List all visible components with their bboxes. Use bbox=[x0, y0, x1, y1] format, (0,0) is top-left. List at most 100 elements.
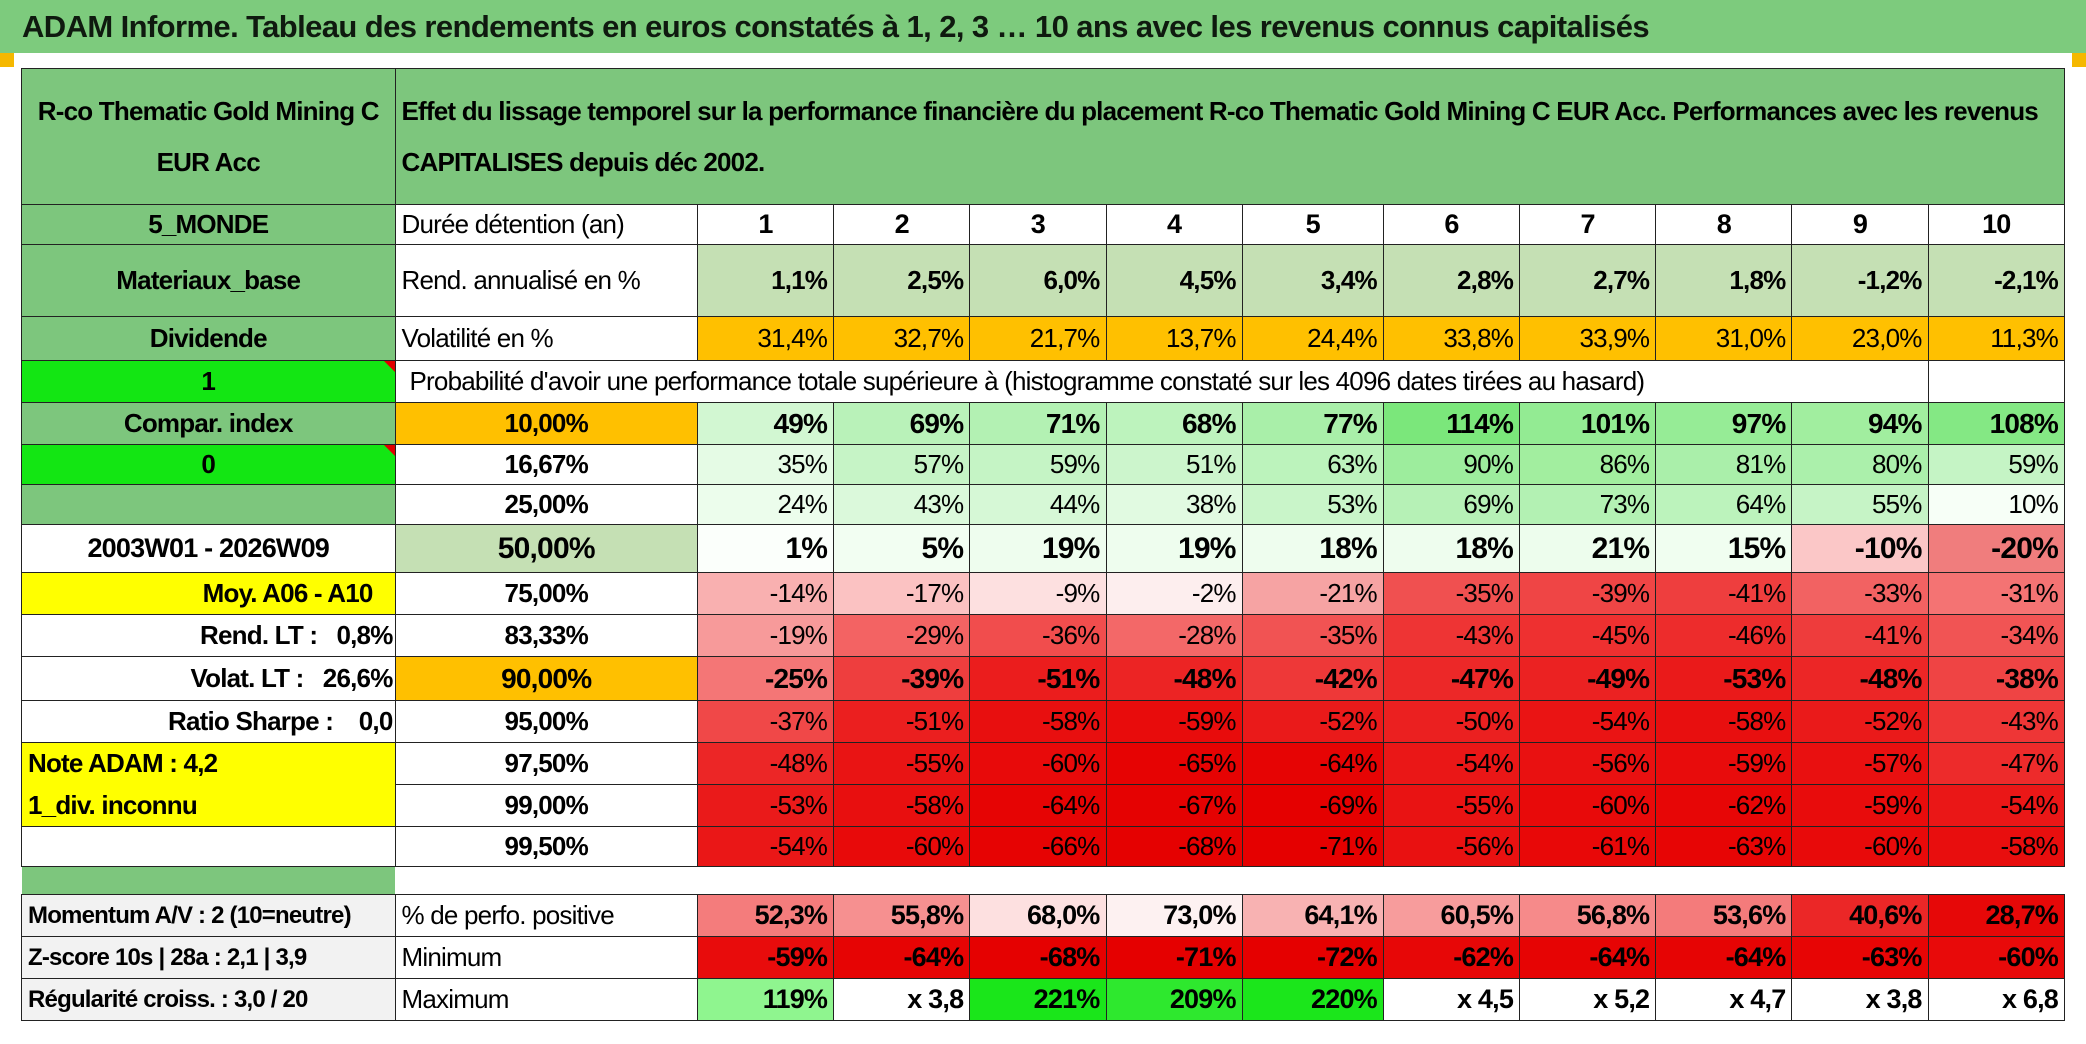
percentile-threshold: 83,33% bbox=[394, 614, 698, 657]
percentile-value: -60% bbox=[833, 826, 971, 867]
bottom-value: 53,6% bbox=[1655, 894, 1793, 937]
percentile-value: -25% bbox=[696, 656, 835, 701]
page-title: ADAM Informe. Tableau des rendements en … bbox=[0, 0, 2086, 53]
year-header: 10 bbox=[1927, 204, 2066, 245]
percentile-value: -47% bbox=[1927, 742, 2066, 785]
bottom-value: -72% bbox=[1241, 936, 1384, 979]
blank-cell bbox=[1927, 360, 2066, 403]
percentile-value: 64% bbox=[1655, 484, 1793, 525]
percentile-value: 69% bbox=[833, 402, 971, 445]
percentile-threshold: 99,00% bbox=[394, 784, 698, 827]
positive-row: Momentum A/V : 2 (10=neutre)% de perfo. … bbox=[21, 894, 2066, 937]
vol-value: 23,0% bbox=[1791, 316, 1929, 361]
bottom-value: 55,8% bbox=[833, 894, 971, 937]
percentile-value: -39% bbox=[1519, 572, 1657, 615]
percentile-value: -28% bbox=[1105, 614, 1243, 657]
bottom-value: x 4,5 bbox=[1382, 978, 1521, 1021]
rend-value: 2,8% bbox=[1382, 244, 1521, 317]
percentile-value: -54% bbox=[696, 826, 835, 867]
percentile-value: -41% bbox=[1791, 614, 1929, 657]
percentile-value: 108% bbox=[1927, 402, 2066, 445]
bottom-value: -64% bbox=[1655, 936, 1793, 979]
percentile-threshold: 16,67% bbox=[394, 444, 698, 485]
bottom-value: -63% bbox=[1791, 936, 1929, 979]
vol-value: 21,7% bbox=[969, 316, 1107, 361]
percentile-value: -59% bbox=[1655, 742, 1793, 785]
fund-name: R-co Thematic Gold Mining C EUR Acc bbox=[21, 68, 396, 205]
percentile-value: -36% bbox=[969, 614, 1107, 657]
rend-value: 1,8% bbox=[1655, 244, 1793, 317]
percentile-value: -38% bbox=[1927, 656, 2066, 701]
percentile-value: 19% bbox=[969, 524, 1107, 573]
bottom-value: 40,6% bbox=[1791, 894, 1929, 937]
rend-value: 6,0% bbox=[969, 244, 1107, 317]
bottom-row-label: Minimum bbox=[394, 936, 698, 979]
percentile-row: Rend. LT : 0,8% 83,33% -19% -29% -36% -28% -35… bbox=[21, 614, 2066, 657]
percentile-value: -63% bbox=[1655, 826, 1793, 867]
percentile-value: 71% bbox=[969, 402, 1107, 445]
percentile-value: -48% bbox=[1105, 656, 1243, 701]
vol-value: 31,0% bbox=[1655, 316, 1793, 361]
vol-value: 13,7% bbox=[1105, 316, 1243, 361]
year-header: 7 bbox=[1519, 204, 1657, 245]
vol-label: Volatilité en % bbox=[394, 316, 698, 361]
percentile-value: -66% bbox=[969, 826, 1107, 867]
rend-value: 2,7% bbox=[1519, 244, 1657, 317]
percentile-value: -50% bbox=[1382, 700, 1521, 743]
percentile-value: -54% bbox=[1519, 700, 1657, 743]
percentile-value: -65% bbox=[1105, 742, 1243, 785]
bottom-row-label: % de perfo. positive bbox=[394, 894, 698, 937]
bottom-value: -62% bbox=[1382, 936, 1521, 979]
volat-lt: Volat. LT : 26,6% bbox=[21, 656, 396, 701]
spacer-green bbox=[21, 866, 396, 895]
percentile-threshold: 97,50% bbox=[394, 742, 698, 785]
bottom-value: x 5,2 bbox=[1519, 978, 1657, 1021]
period-label: 2003W01 - 2026W09 bbox=[21, 524, 396, 573]
percentile-value: -19% bbox=[696, 614, 835, 657]
percentile-threshold: 99,50% bbox=[394, 826, 698, 867]
bottom-value: x 4,7 bbox=[1655, 978, 1793, 1021]
bottom-value: x 3,8 bbox=[1791, 978, 1929, 1021]
percentile-row: 99,50% -54% -60% -66% -68% -71% -56% -61% -63% -6… bbox=[21, 826, 2066, 867]
percentile-value: -9% bbox=[969, 572, 1107, 615]
rend-value: -2,1% bbox=[1927, 244, 2066, 317]
percentile-value: -43% bbox=[1927, 700, 2066, 743]
percentile-value: -54% bbox=[1927, 784, 2066, 827]
sharpe-ratio: Ratio Sharpe : 0,0 bbox=[21, 700, 396, 743]
percentile-value: -35% bbox=[1241, 614, 1384, 657]
moy-label: Moy. A06 - A10 bbox=[21, 572, 396, 615]
percentile-value: 86% bbox=[1519, 444, 1657, 485]
percentile-value: -10% bbox=[1791, 524, 1929, 573]
vol-value: 11,3% bbox=[1927, 316, 2066, 361]
spacer-blank bbox=[395, 866, 2065, 895]
bottom-value: 28,7% bbox=[1927, 894, 2066, 937]
bottom-value: x 3,8 bbox=[833, 978, 971, 1021]
year-header: 1 bbox=[696, 204, 835, 245]
percentile-value: 77% bbox=[1241, 402, 1384, 445]
bottom-value: 68,0% bbox=[969, 894, 1107, 937]
minimum-row: Z-score 10s | 28a : 2,1 | 3,9 Minimum -59%… bbox=[21, 936, 2066, 979]
percentile-value: 80% bbox=[1791, 444, 1929, 485]
vol-value: 32,7% bbox=[833, 316, 971, 361]
note-adam: Note ADAM : 4,2 bbox=[21, 742, 396, 785]
bottom-value: 64,1% bbox=[1241, 894, 1384, 937]
blank-cell bbox=[1791, 360, 1929, 403]
bottom-value: 220% bbox=[1241, 978, 1384, 1021]
bottom-side-label: Momentum A/V : 2 (10=neutre) bbox=[21, 894, 396, 937]
percentile-value: -20% bbox=[1927, 524, 2066, 573]
vol-value: 24,4% bbox=[1241, 316, 1384, 361]
percentile-value: 55% bbox=[1791, 484, 1929, 525]
percentile-value: -43% bbox=[1382, 614, 1521, 657]
percentile-value: -51% bbox=[833, 700, 971, 743]
bottom-value: -71% bbox=[1105, 936, 1243, 979]
percentile-row: Moy. A06 - A10 75,00% -14% -17% -9% -2% -21% -3… bbox=[21, 572, 2066, 615]
percentile-value: -14% bbox=[696, 572, 835, 615]
corner-marker-right bbox=[2072, 53, 2086, 67]
percentile-value: -58% bbox=[1655, 700, 1793, 743]
percentile-value: 18% bbox=[1241, 524, 1384, 573]
percentile-value: 53% bbox=[1241, 484, 1384, 525]
spacer-row bbox=[21, 866, 2065, 895]
percentile-value: 43% bbox=[833, 484, 971, 525]
rend-value: 1,1% bbox=[696, 244, 835, 317]
percentile-value: 97% bbox=[1655, 402, 1793, 445]
